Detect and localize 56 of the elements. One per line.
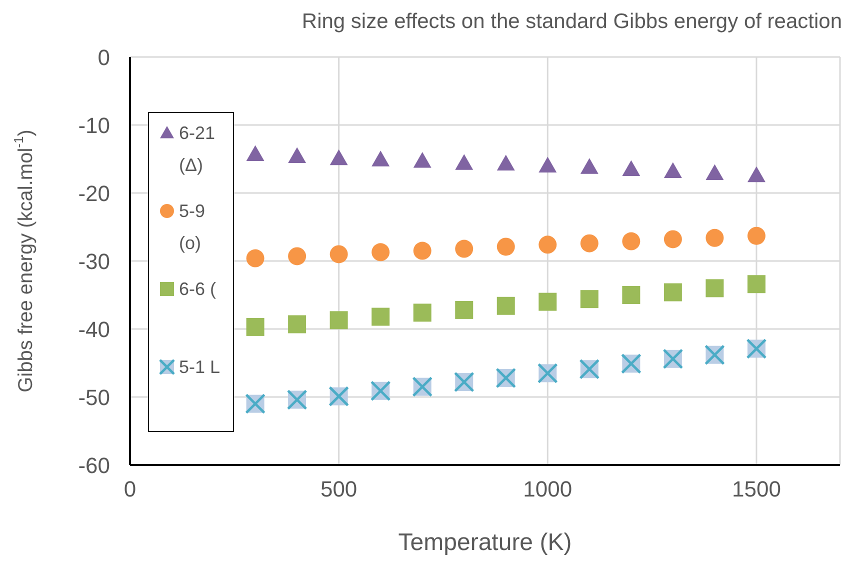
point bbox=[330, 149, 348, 166]
point bbox=[372, 308, 390, 326]
point bbox=[455, 154, 474, 170]
y-tick-label: 0 bbox=[98, 44, 110, 70]
point bbox=[580, 234, 598, 252]
x-axis-title: Temperature (K) bbox=[398, 529, 572, 556]
y-tick-label: -40 bbox=[78, 316, 110, 342]
y-tick-label: -50 bbox=[78, 384, 110, 410]
point bbox=[413, 304, 432, 322]
y-tick-label: -20 bbox=[78, 180, 110, 206]
point bbox=[413, 242, 432, 260]
legend-label: 5-9 (o) bbox=[179, 200, 206, 255]
point bbox=[288, 315, 306, 334]
point bbox=[496, 296, 515, 315]
point bbox=[538, 236, 557, 254]
point bbox=[538, 292, 557, 311]
point bbox=[747, 166, 766, 182]
point bbox=[747, 226, 766, 245]
x-tick-label: 1500 bbox=[732, 476, 781, 502]
point bbox=[706, 279, 724, 298]
point bbox=[330, 311, 348, 330]
point bbox=[538, 156, 557, 173]
point bbox=[706, 228, 724, 247]
x-tick-label: 500 bbox=[320, 476, 358, 502]
point bbox=[706, 164, 724, 180]
chart-title: Ring size effects on the standard Gibbs energy of reaction bbox=[302, 10, 842, 34]
y-tick-label: -10 bbox=[78, 112, 110, 138]
point bbox=[288, 147, 306, 164]
point bbox=[246, 249, 264, 268]
point bbox=[664, 230, 682, 248]
point bbox=[455, 240, 474, 258]
point bbox=[372, 243, 390, 262]
point bbox=[664, 283, 682, 302]
legend-label: 6-6 ( bbox=[179, 278, 218, 301]
point bbox=[372, 150, 390, 166]
point bbox=[496, 238, 515, 256]
point bbox=[622, 232, 640, 250]
legend-label: 6-21 (Δ) bbox=[179, 122, 216, 177]
legend-label: 5-1 L bbox=[179, 356, 222, 379]
point bbox=[664, 162, 682, 178]
point bbox=[747, 275, 766, 294]
point bbox=[622, 286, 640, 304]
x-tick-label: 1000 bbox=[523, 476, 572, 502]
y-tick-label: -30 bbox=[78, 248, 110, 274]
point bbox=[246, 318, 264, 336]
point bbox=[246, 145, 264, 161]
point bbox=[496, 154, 515, 171]
point bbox=[455, 300, 474, 319]
point bbox=[580, 158, 598, 174]
y-tick-label: -60 bbox=[78, 452, 110, 478]
point bbox=[413, 152, 432, 168]
point bbox=[288, 247, 306, 266]
point bbox=[580, 290, 598, 308]
point bbox=[330, 245, 348, 264]
x-tick-label: 0 bbox=[124, 476, 136, 502]
point bbox=[622, 160, 640, 176]
